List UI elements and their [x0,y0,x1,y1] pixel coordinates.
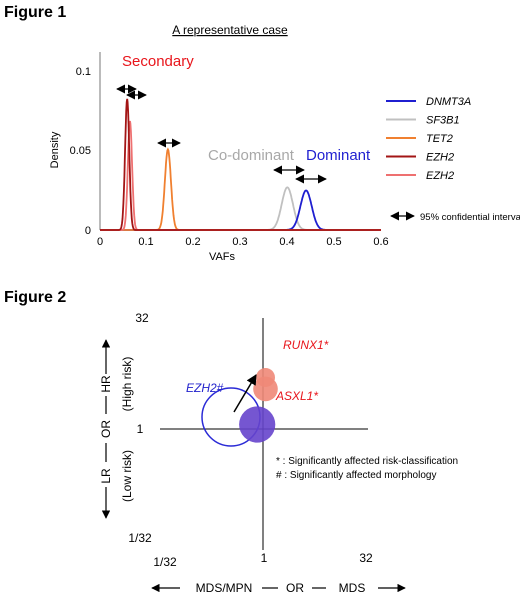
ci-legend-label: 95% confidential interval [420,212,520,223]
x-tick-label: 0 [97,236,103,248]
x-tick-label: 0.6 [373,236,388,248]
x-mid-label: 1 [261,551,268,565]
x-tick-label: 0.1 [138,236,153,248]
x-axis-or-label: OR [286,581,304,594]
figure1-legend: DNMT3A SF3B1 TET2 EZH2 EZH2 [386,96,471,182]
bubble-ezh2 [239,406,276,443]
y-mid-label: 1 [137,422,144,436]
x-left-label: 1/32 [153,555,177,569]
legend-label: EZH2 [426,170,454,182]
transition-arrow [233,374,257,413]
x-tick-label: 0.5 [326,236,341,248]
note-star: * : Significantly affected risk-classifi… [276,456,458,467]
x-axis-left-label: MDS/MPN [196,581,253,594]
low-risk-label: (Low risk) [120,450,134,502]
ezh2-label: EZH2# [186,381,224,395]
legend-label: DNMT3A [426,96,471,108]
series-line-sf3b1-1 [100,186,381,231]
annotation-secondary: Secondary [122,53,194,70]
y-top-label: 32 [135,311,149,325]
density-curves [100,98,381,231]
legend-label: TET2 [426,133,453,145]
annotation-dominant: Dominant [306,147,371,164]
series-line-ezh2-3 [100,98,381,231]
asxl1-label: ASXL1* [275,389,318,403]
legend-label: SF3B1 [426,115,460,127]
bubble-asxl1 [253,376,278,402]
figure1-heading: Figure 1 [4,4,66,21]
x-axis-label: VAFs [209,251,236,263]
or-label: OR [99,420,113,438]
figure1-subtitle: A representative case [172,23,288,37]
note-hash: # : Significantly affected morphology [276,470,436,481]
bubble-layer [239,368,278,443]
figure2-heading: Figure 2 [4,289,66,306]
figure1-plot-area [99,52,381,231]
x-tick-label: 0.4 [279,236,294,248]
series-line-dnmt3a-0 [100,189,381,231]
annotation-codominant: Co-dominant [208,147,295,164]
lr-label: LR [99,468,113,484]
x-right-label: 32 [359,551,373,565]
y-tick-label: 0.1 [76,66,91,78]
y-tick-label: 0.05 [70,145,91,157]
series-line-ezh2-4 [100,120,381,231]
x-tick-label: 0.3 [232,236,247,248]
y-tick-label: 0 [85,225,91,237]
x-tick-label: 0.2 [185,236,200,248]
y-bottom-label: 1/32 [128,531,152,545]
y-axis-label: Density [49,131,61,168]
x-axis-right-label: MDS [339,581,366,594]
runx1-label: RUNX1* [283,338,329,352]
high-risk-label: (High risk) [120,357,134,412]
hr-label: HR [99,375,113,393]
legend-label: EZH2 [426,152,454,164]
